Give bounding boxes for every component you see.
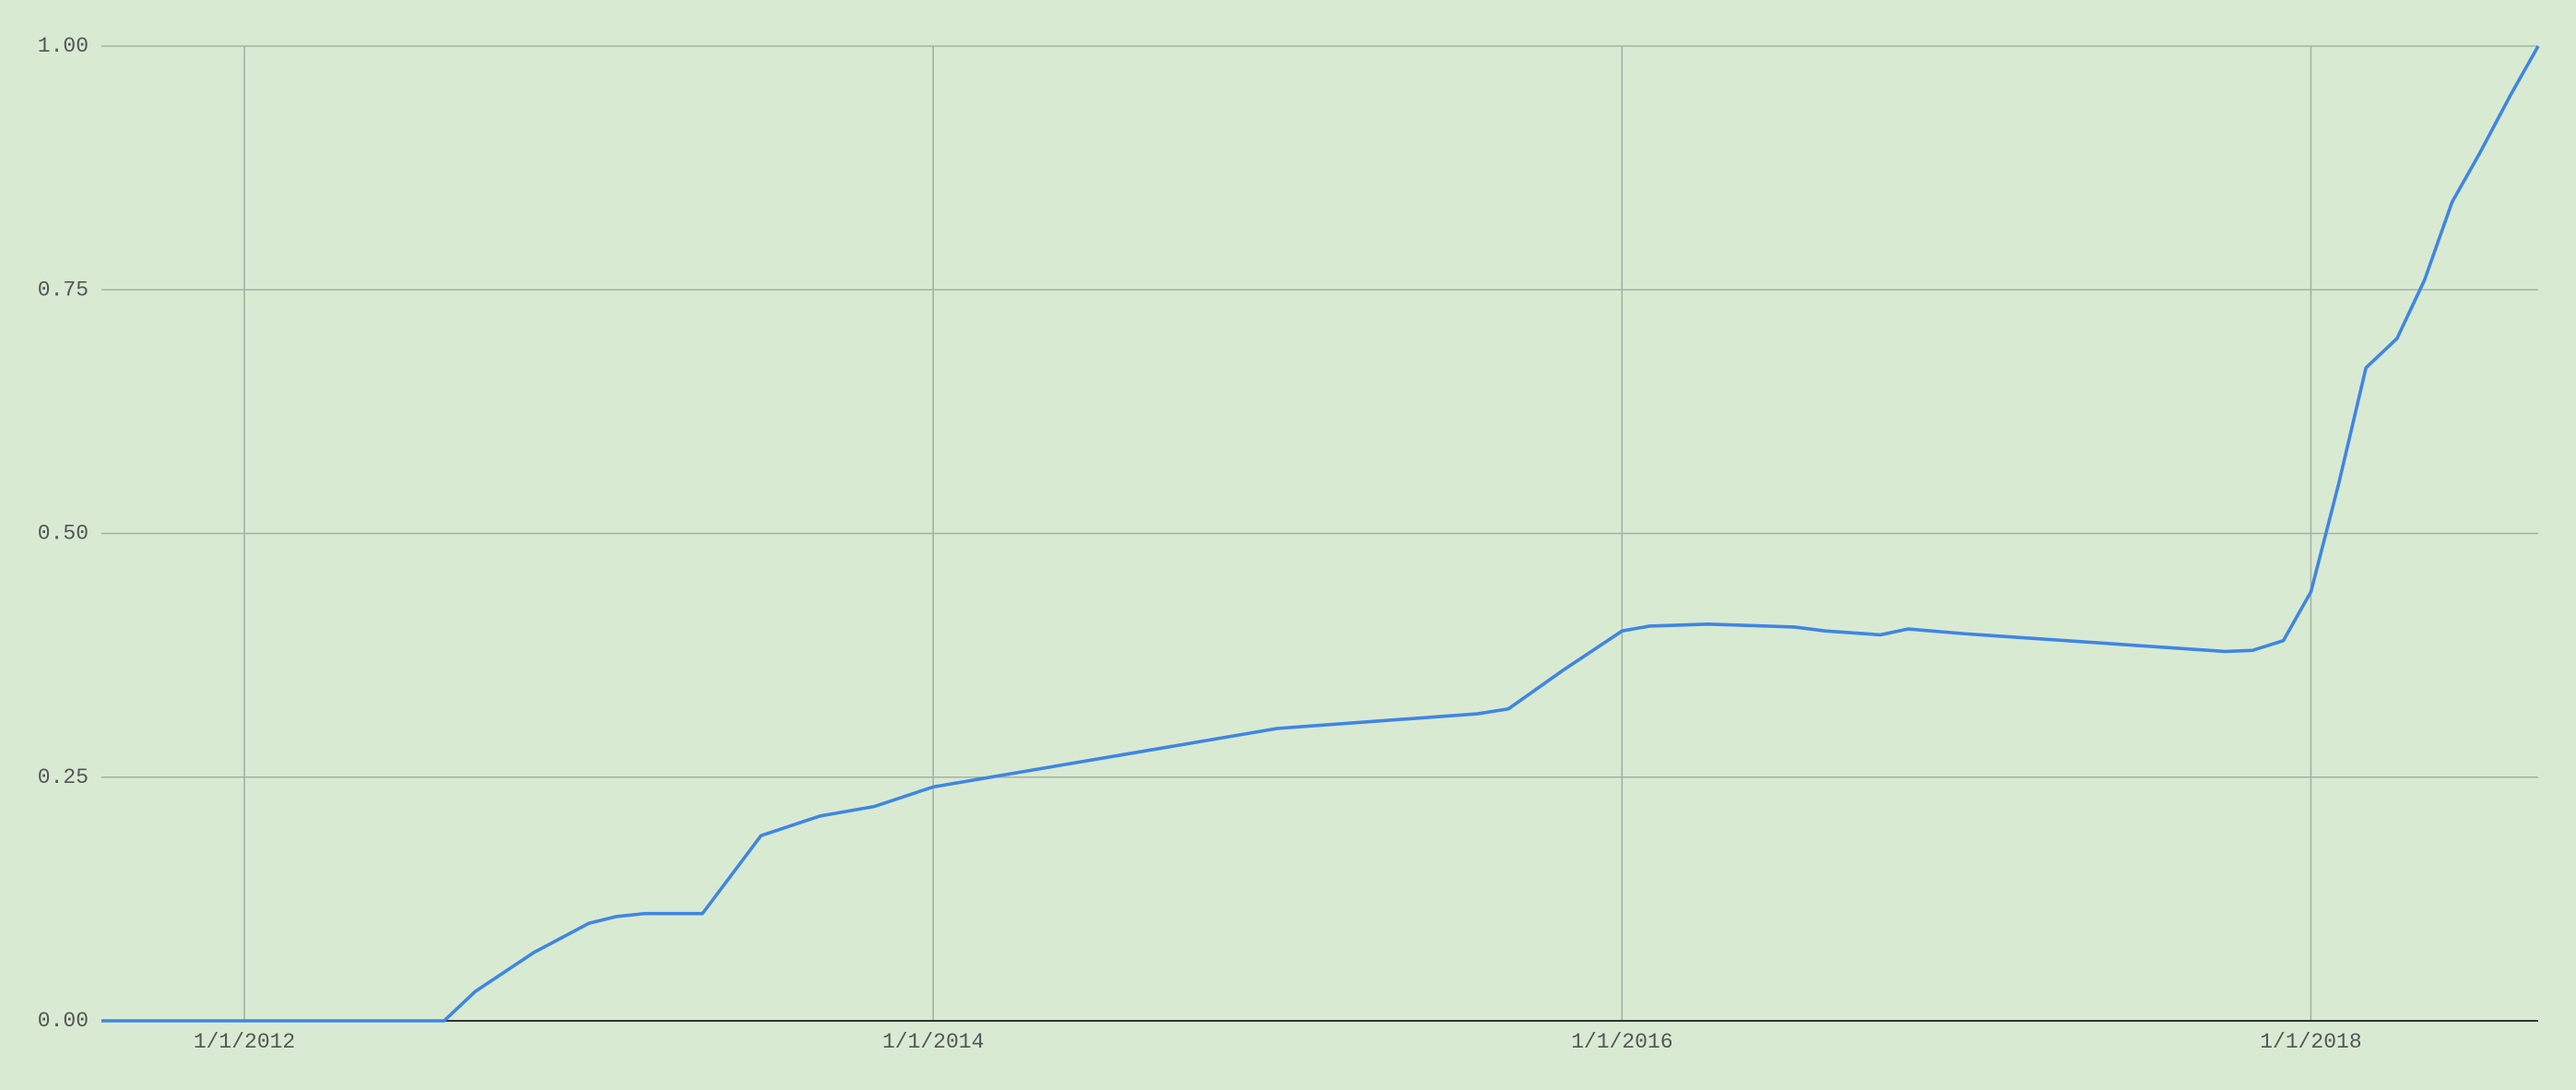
x-tick-label: 1/1/2018 [2260, 1030, 2361, 1054]
x-tick-label: 1/1/2012 [194, 1030, 295, 1054]
data-line [101, 45, 2540, 1023]
y-tick-label: 0.75 [38, 278, 89, 302]
y-tick-label: 0.25 [38, 765, 89, 789]
y-tick-label: 0.00 [38, 1009, 89, 1033]
y-tick-label: 1.00 [38, 34, 89, 58]
x-tick-label: 1/1/2016 [1571, 1030, 1672, 1054]
x-tick-label: 1/1/2014 [882, 1030, 984, 1054]
y-tick-label: 0.50 [38, 522, 89, 546]
